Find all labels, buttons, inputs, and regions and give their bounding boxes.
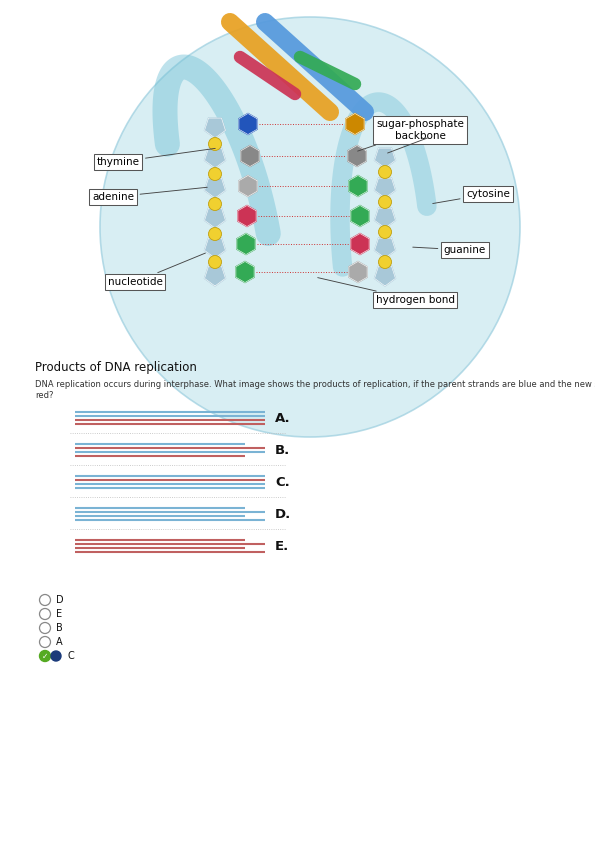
Circle shape [208,198,221,210]
Polygon shape [374,148,396,168]
Text: adenine: adenine [92,187,207,202]
Text: D.: D. [275,508,291,520]
Text: guanine: guanine [413,245,486,255]
Polygon shape [237,233,255,254]
Polygon shape [346,114,364,135]
Polygon shape [236,262,254,283]
Ellipse shape [100,17,520,437]
Polygon shape [351,205,369,226]
Text: thymine: thymine [96,148,215,167]
Polygon shape [374,266,396,286]
Circle shape [208,255,221,269]
Circle shape [51,651,61,661]
Text: DNA replication occurs during interphase. What image shows the products of repli: DNA replication occurs during interphase… [35,380,595,401]
Polygon shape [205,238,226,258]
Text: A: A [56,637,62,647]
Circle shape [378,255,392,269]
Text: cytosine: cytosine [433,189,510,204]
Text: E: E [56,609,62,619]
Circle shape [39,651,51,662]
Polygon shape [374,238,396,258]
Polygon shape [351,233,369,254]
Text: ✓: ✓ [42,652,48,660]
Text: nucleotide: nucleotide [108,253,205,287]
Polygon shape [349,262,367,283]
Polygon shape [374,179,396,198]
Circle shape [39,594,51,605]
Text: Products of DNA replication: Products of DNA replication [35,361,197,375]
Polygon shape [205,179,226,198]
Text: D: D [56,595,64,605]
Polygon shape [205,148,226,168]
Circle shape [208,137,221,151]
Text: B.: B. [275,444,290,456]
Text: sugar-phosphate
backbone: sugar-phosphate backbone [358,120,464,151]
Polygon shape [205,208,226,228]
Polygon shape [241,146,259,167]
Circle shape [208,168,221,180]
Circle shape [378,226,392,238]
Polygon shape [239,114,257,135]
Circle shape [208,227,221,241]
Circle shape [378,166,392,179]
Circle shape [39,622,51,633]
Polygon shape [205,118,226,138]
Text: B: B [56,623,62,633]
Polygon shape [205,266,226,286]
Polygon shape [349,175,367,196]
Text: A.: A. [275,412,290,424]
Circle shape [378,195,392,209]
Polygon shape [239,175,257,196]
Text: C: C [67,651,74,661]
Polygon shape [238,205,256,226]
Text: E.: E. [275,540,289,552]
Circle shape [39,637,51,647]
Text: C.: C. [275,476,290,488]
Polygon shape [374,208,396,228]
Polygon shape [348,146,366,167]
Circle shape [39,609,51,620]
Text: hydrogen bond: hydrogen bond [318,278,455,305]
